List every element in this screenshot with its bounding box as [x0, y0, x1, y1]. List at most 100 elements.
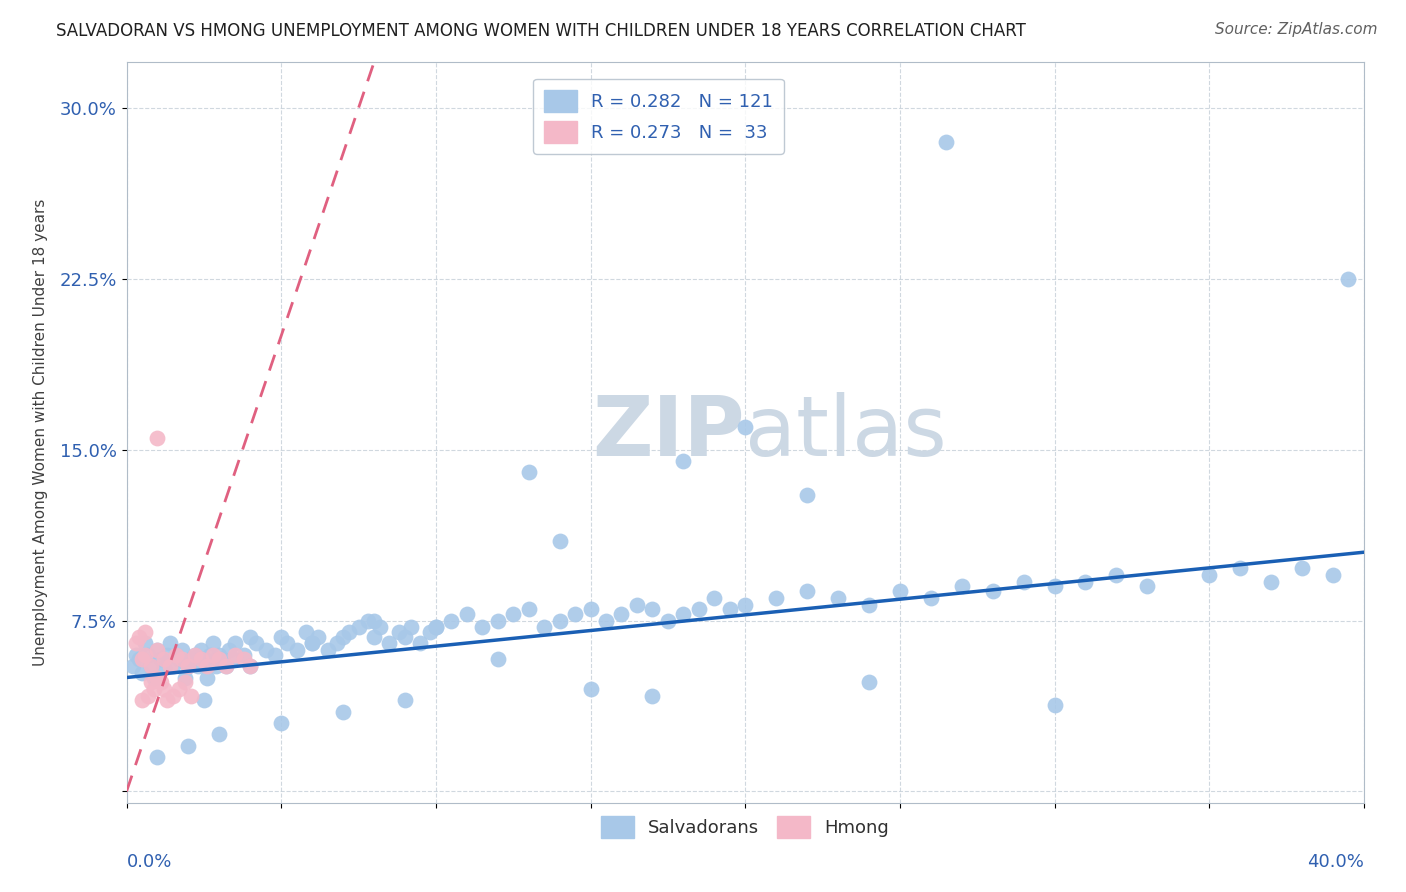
Point	[174, 675, 197, 690]
Point	[734, 420, 756, 434]
Point	[1074, 574, 1097, 589]
Point	[1322, 568, 1344, 582]
Point	[214, 659, 236, 673]
Point	[734, 598, 756, 612]
Point	[211, 652, 233, 666]
Point	[440, 614, 463, 628]
Point	[134, 624, 156, 639]
Point	[765, 591, 787, 605]
Point	[187, 659, 209, 673]
Point	[1043, 698, 1066, 712]
Point	[143, 681, 166, 696]
Point	[363, 630, 385, 644]
Point	[950, 579, 973, 593]
Point	[208, 652, 231, 666]
Point	[595, 614, 617, 628]
Legend: Salvadorans, Hmong: Salvadorans, Hmong	[595, 809, 896, 846]
Point	[128, 630, 150, 644]
Point	[131, 665, 153, 680]
Point	[796, 488, 818, 502]
Point	[224, 636, 246, 650]
Point	[149, 675, 172, 690]
Point	[858, 598, 880, 612]
Point	[688, 602, 710, 616]
Point	[548, 614, 571, 628]
Point	[136, 648, 159, 662]
Point	[409, 636, 432, 650]
Point	[221, 652, 243, 666]
Point	[276, 636, 298, 650]
Point	[146, 671, 169, 685]
Point	[202, 648, 225, 662]
Point	[208, 727, 231, 741]
Point	[152, 652, 174, 666]
Point	[337, 624, 360, 639]
Point	[548, 533, 571, 548]
Point	[174, 671, 197, 685]
Point	[672, 454, 695, 468]
Point	[128, 652, 150, 666]
Point	[159, 659, 181, 673]
Point	[233, 652, 256, 666]
Point	[146, 431, 169, 445]
Point	[703, 591, 725, 605]
Point	[208, 648, 231, 662]
Point	[285, 643, 308, 657]
Point	[190, 652, 212, 666]
Point	[205, 659, 228, 673]
Point	[641, 602, 664, 616]
Point	[165, 648, 187, 662]
Point	[131, 693, 153, 707]
Point	[610, 607, 633, 621]
Point	[180, 652, 202, 666]
Point	[456, 607, 478, 621]
Point	[301, 636, 323, 650]
Point	[141, 659, 163, 673]
Point	[316, 643, 339, 657]
Point	[165, 648, 187, 662]
Text: atlas: atlas	[745, 392, 946, 473]
Point	[136, 689, 159, 703]
Point	[626, 598, 648, 612]
Point	[1136, 579, 1159, 593]
Point	[579, 681, 602, 696]
Point	[183, 648, 205, 662]
Point	[239, 630, 262, 644]
Text: 0.0%: 0.0%	[127, 853, 172, 871]
Point	[149, 652, 172, 666]
Point	[368, 620, 391, 634]
Point	[796, 583, 818, 598]
Point	[641, 689, 664, 703]
Point	[146, 750, 169, 764]
Point	[889, 583, 911, 598]
Point	[270, 716, 292, 731]
Point	[162, 659, 184, 673]
Point	[981, 583, 1004, 598]
Point	[326, 636, 349, 650]
Point	[517, 602, 540, 616]
Point	[486, 614, 509, 628]
Point	[425, 620, 447, 634]
Point	[425, 620, 447, 634]
Point	[134, 648, 156, 662]
Point	[332, 630, 354, 644]
Point	[1198, 568, 1220, 582]
Point	[332, 705, 354, 719]
Point	[363, 614, 385, 628]
Point	[214, 659, 236, 673]
Point	[172, 652, 194, 666]
Point	[193, 693, 215, 707]
Point	[125, 636, 148, 650]
Point	[167, 652, 190, 666]
Point	[1260, 574, 1282, 589]
Point	[264, 648, 287, 662]
Point	[935, 135, 957, 149]
Point	[1291, 561, 1313, 575]
Point	[1337, 272, 1360, 286]
Point	[419, 624, 441, 639]
Point	[193, 652, 215, 666]
Point	[183, 648, 205, 662]
Point	[920, 591, 942, 605]
Text: Source: ZipAtlas.com: Source: ZipAtlas.com	[1215, 22, 1378, 37]
Point	[579, 602, 602, 616]
